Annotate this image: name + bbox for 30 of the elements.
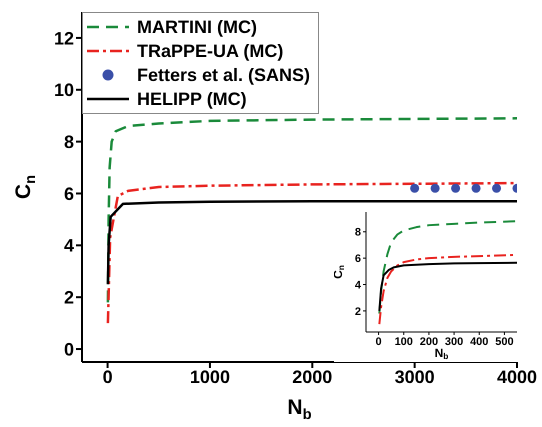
x-tick-label: 300: [444, 336, 464, 348]
legend-label: MARTINI (MC): [137, 16, 257, 39]
x-tick-label: 200: [420, 336, 438, 348]
y-tick-label: 8: [354, 226, 361, 239]
x-tick-label: 0: [376, 336, 382, 348]
x-tick-label: 3000: [394, 366, 435, 387]
y-tick-label: 6: [64, 184, 74, 204]
line-series: [378, 220, 517, 315]
y-tick-label: 2: [64, 288, 74, 308]
y-tick-label: 4: [354, 279, 362, 292]
y-tick-label: 10: [54, 80, 74, 100]
legend-label: Fetters et al. (SANS): [137, 64, 310, 87]
x-axis-title: N$_{b}$: [287, 396, 312, 422]
x-tick-label: 1000: [190, 366, 230, 387]
x-tick-label: 500: [495, 336, 514, 348]
x-tick-label: 100: [394, 336, 413, 348]
line-series: [106, 117, 517, 304]
x-tick-label: 400: [470, 336, 488, 348]
x-tick-label: 4000: [496, 366, 538, 387]
x-tick-label: 0: [102, 366, 113, 387]
y-tick-label: 6: [354, 253, 361, 266]
line-series: [378, 262, 517, 312]
x-axis-title: N$_{b}$: [434, 346, 448, 362]
y-tick-label: 12: [54, 28, 74, 48]
legend-label: TRaPPE-UA (MC): [137, 40, 284, 63]
y-tick-label: 2: [354, 306, 361, 318]
x-tick-label: 2000: [292, 366, 332, 387]
y-tick-label: 4: [64, 236, 74, 256]
legend-label: HELIPP (MC): [137, 88, 247, 111]
y-tick-label: 8: [64, 132, 74, 152]
